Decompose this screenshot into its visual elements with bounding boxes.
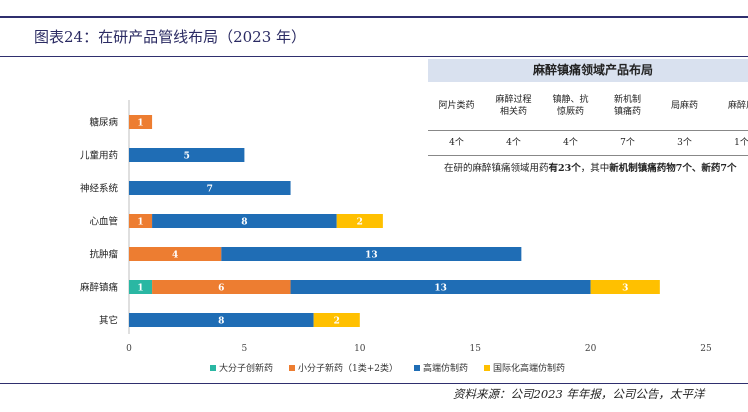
legend-swatch [289, 364, 296, 371]
data-label: 4 [172, 251, 178, 261]
table-value-cell: 4个 [563, 138, 578, 148]
category-label: 抗肿瘤 [89, 249, 118, 261]
x-tick-label: 20 [585, 344, 597, 354]
table-value-cell: 1个 [734, 138, 748, 148]
x-tick-label: 10 [354, 344, 366, 354]
note-text: 在研的麻醉镇痛领域用药 [444, 163, 549, 174]
product-layout-table: 麻醉镇痛领域产品布局 阿片类药 麻醉过程 相关药 镇静、抗 惊厥药 新机制 镇痛药 局麻… [428, 59, 748, 156]
category-label: 儿童用药 [80, 150, 118, 162]
category-label: 心血管 [89, 216, 118, 228]
table-header-cell: 麻醉用 [727, 101, 748, 111]
table-value-row: 4个 4个 4个 7个 3个 1个 [428, 131, 748, 156]
note-text-2: ，其中 [580, 163, 610, 174]
category-label: 其它 [99, 315, 118, 327]
table-header-cell: 局麻药 [670, 101, 698, 111]
legend-item: 大分子创新药 [210, 361, 273, 374]
table-value-cell: 7个 [620, 138, 635, 148]
title-rule [0, 56, 748, 57]
x-tick-label: 0 [126, 344, 132, 354]
legend-label: 大分子创新药 [219, 364, 274, 374]
table-header-cell: 阿片类药 [438, 101, 475, 111]
category-label: 麻醉镇痛 [80, 282, 119, 294]
bar-segment [129, 247, 222, 261]
chart-legend: 大分子创新药 小分子新药（1类+2类） 高端仿制药 国际化高端仿制药 [210, 361, 565, 374]
data-label: 1 [137, 218, 143, 228]
data-label: 2 [357, 218, 363, 228]
table-value-cell: 3个 [677, 138, 692, 148]
data-label: 8 [218, 317, 224, 327]
source-note: 资料来源：公司2023 年年报，公司公告，太平洋 [453, 387, 705, 401]
category-label: 神经系统 [80, 183, 119, 195]
legend-item: 高端仿制药 [414, 361, 468, 374]
table-value-cell: 4个 [449, 138, 464, 148]
data-label: 5 [184, 152, 190, 162]
legend-item: 国际化高端仿制药 [484, 361, 565, 374]
bar-segment [152, 280, 291, 294]
table-value-cell: 4个 [506, 138, 521, 148]
data-label: 8 [241, 218, 247, 228]
bottom-rule [0, 383, 748, 384]
bar-segment [129, 181, 291, 195]
data-label: 13 [365, 251, 378, 261]
top-rule [0, 16, 748, 18]
legend-swatch [414, 364, 421, 371]
data-label: 1 [137, 284, 143, 294]
x-tick-label: 25 [700, 344, 712, 354]
data-label: 7 [207, 185, 213, 195]
bar-segment [152, 214, 337, 228]
bar-segment [129, 280, 153, 294]
legend-swatch [484, 364, 491, 371]
bar-segment [290, 280, 591, 294]
bar-segment [221, 247, 522, 261]
data-label: 6 [218, 284, 224, 294]
bar-segment [129, 115, 153, 129]
bar-segment [129, 148, 245, 162]
figure-title: 图表24：在研产品管线布局（2023 年） [34, 28, 307, 46]
note-bold-detail: 新机制镇痛药物7个、新药7个 [609, 163, 737, 174]
legend-item: 小分子新药（1类+2类） [289, 361, 398, 374]
note-bold-count: 有23个 [548, 163, 581, 174]
legend-label: 国际化高端仿制药 [493, 364, 566, 374]
legend-label: 小分子新药（1类+2类） [298, 364, 399, 374]
table-title: 麻醉镇痛领域产品布局 [428, 59, 748, 82]
table-header-cell: 镇静、抗 惊厥药 [552, 95, 589, 117]
data-label: 2 [334, 317, 340, 327]
table-header-cell: 新机制 镇痛药 [613, 95, 641, 117]
category-label: 糖尿病 [89, 117, 118, 129]
bar-segment [590, 280, 660, 294]
data-label: 3 [622, 284, 628, 294]
bar-segment [313, 313, 360, 327]
data-label: 13 [434, 284, 447, 294]
bar-segment [336, 214, 383, 228]
data-label: 1 [137, 119, 143, 129]
x-tick-label: 15 [469, 344, 481, 354]
table-header-cell: 麻醉过程 相关药 [495, 95, 532, 117]
bar-segment [129, 214, 153, 228]
legend-label: 高端仿制药 [423, 364, 469, 374]
x-tick-label: 5 [242, 344, 248, 354]
legend-swatch [210, 364, 216, 371]
bar-segment [129, 313, 314, 327]
pipeline-note: 在研的麻醉镇痛领域用药有23个，其中新机制镇痛药物7个、新药7个 [444, 160, 737, 174]
